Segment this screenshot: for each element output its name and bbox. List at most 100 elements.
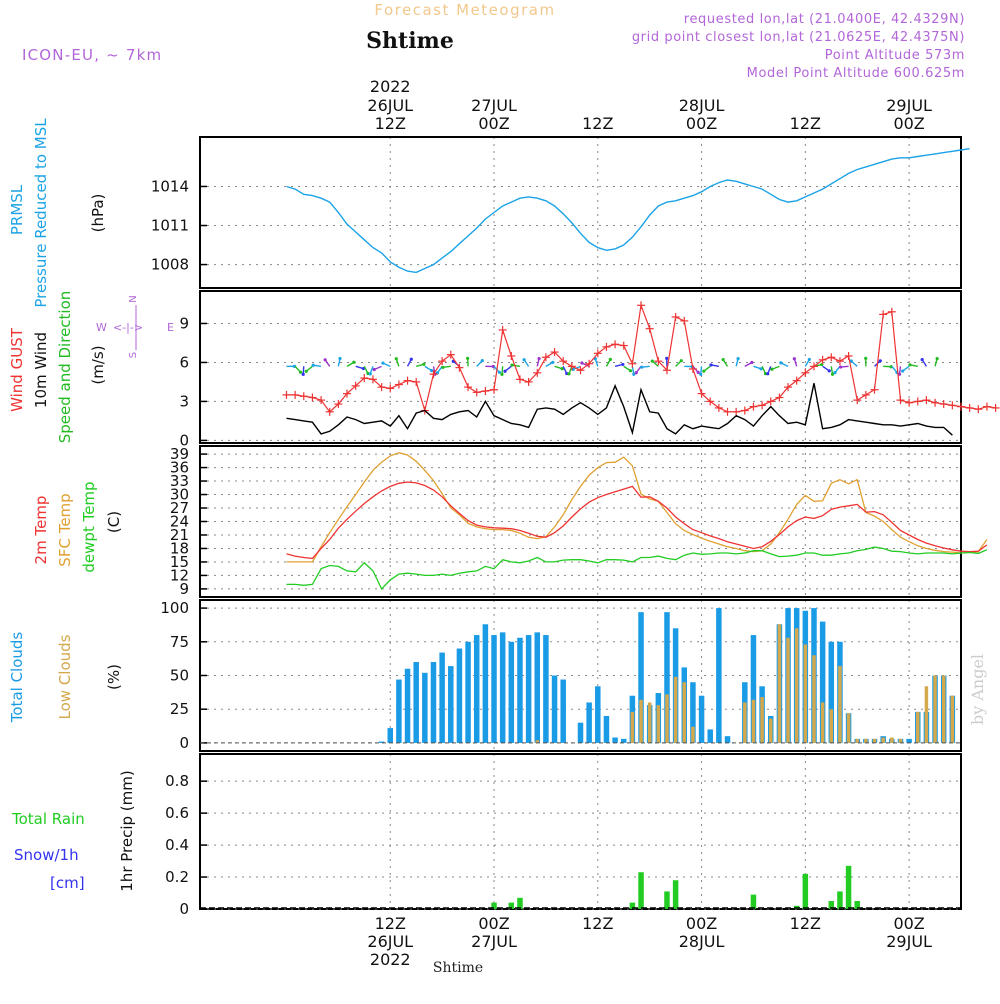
arrow-head	[640, 366, 643, 369]
low-cloud-bar	[899, 739, 903, 743]
y-tick-label: 6	[179, 353, 189, 371]
arrow-head	[879, 359, 882, 362]
wind-direction-arrow	[295, 366, 302, 373]
gust-marker	[758, 401, 766, 409]
footer-location: Shtime	[433, 960, 483, 976]
snow-label: Snow/1h	[14, 846, 79, 864]
gust-marker	[637, 301, 645, 309]
wind-direction-arrow	[709, 363, 718, 366]
wind-direction-arrow	[640, 366, 650, 369]
wind-direction-arrow	[779, 361, 788, 366]
total-cloud-bar	[707, 729, 713, 742]
arrow-head	[702, 370, 705, 373]
gust-label: Wind GUST	[8, 327, 26, 412]
wind-direction-arrow	[823, 366, 831, 372]
bottom-tick-label: 00Z	[478, 914, 509, 933]
low-cloud-bar	[881, 738, 885, 743]
arrow-head	[864, 357, 867, 360]
low-cloud-bar	[760, 697, 764, 743]
total-cloud-bar	[586, 702, 592, 742]
gust-marker	[732, 408, 740, 416]
arrow-head	[722, 358, 725, 361]
wind-direction-arrow	[485, 365, 495, 368]
wind-direction-arrow	[736, 357, 740, 366]
y-tick-label: 0.2	[165, 868, 189, 886]
bottom-tick-label: 00Z	[686, 914, 717, 933]
total-clouds-label: Total Clouds	[8, 632, 26, 724]
wind-direction-arrow	[286, 365, 296, 368]
wind-direction-arrow	[651, 360, 659, 367]
low-cloud-bar	[683, 682, 687, 743]
wind-direction-arrow	[901, 366, 909, 372]
low-cloud-bar	[795, 628, 799, 743]
total-cloud-bar	[413, 662, 419, 743]
total-cloud-bar	[906, 739, 912, 743]
point-altitude: Point Altitude 573m	[825, 48, 965, 63]
y-tick-label: 1011	[151, 217, 189, 235]
bottom-tick-label: 12Z	[790, 914, 821, 933]
bottom-tick-label: 29JUL	[886, 932, 932, 951]
arrow-head	[302, 373, 305, 376]
gust-marker	[300, 392, 308, 400]
wind-label: 10m Wind	[32, 332, 50, 408]
arrow-head	[770, 368, 773, 371]
low-cloud-bar	[639, 700, 643, 743]
arrow-head	[537, 357, 540, 360]
top-tick-label: 28JUL	[679, 96, 725, 115]
compass-east: E	[167, 321, 174, 334]
wind-direction-arrow	[793, 357, 797, 366]
y-tick-label: 75	[170, 633, 189, 651]
unit-label: (C)	[105, 511, 123, 533]
gust-marker	[853, 396, 861, 404]
wind-direction-arrow	[324, 358, 330, 366]
compass-north: N	[128, 295, 139, 302]
wind-direction-arrow	[594, 357, 598, 366]
gust-marker	[957, 403, 965, 411]
total-cloud-bar	[604, 716, 610, 743]
wind-direction-arrow	[425, 366, 433, 372]
low-cloud-bar	[830, 709, 834, 743]
gust-marker	[871, 386, 879, 394]
gust-marker	[507, 352, 515, 360]
low-cloud-bar	[769, 719, 773, 743]
low-cloud-bar	[838, 666, 842, 743]
low-cloud-bar	[804, 644, 808, 742]
gust-marker	[481, 387, 489, 395]
top-tick-label: 27JUL	[471, 96, 517, 115]
model-label: ICON-EU, ~ 7km	[22, 46, 162, 64]
total-cloud-bar	[535, 632, 541, 743]
pressure-line	[287, 149, 970, 273]
wind-direction-arrow	[745, 361, 754, 366]
low-cloud-bar	[674, 677, 678, 743]
rain-bar	[664, 891, 670, 909]
low-cloud-bar	[933, 676, 937, 743]
top-tick-label: 00Z	[686, 114, 717, 133]
gust-marker	[516, 375, 524, 383]
arrow-head	[908, 363, 911, 366]
low-cloud-bar	[855, 739, 859, 743]
total-cloud-bar	[388, 728, 394, 743]
low-cloud-bar	[752, 700, 756, 743]
arrow-head	[466, 357, 469, 360]
wind-direction-arrow	[632, 366, 635, 375]
wind-direction-arrow	[302, 366, 305, 376]
low-cloud-bar	[691, 727, 695, 743]
gust-marker	[395, 381, 403, 389]
low-cloud-bar	[743, 702, 747, 742]
gust-line	[287, 305, 996, 412]
arrow-head	[551, 361, 554, 364]
low-cloud-bar	[812, 655, 816, 743]
gust-marker	[914, 397, 922, 405]
wind-direction-arrow	[441, 366, 451, 369]
wind-direction-arrow	[766, 366, 771, 375]
arrow-head	[709, 363, 712, 366]
wind-direction-arrow	[347, 361, 355, 367]
gust-marker	[680, 317, 688, 325]
arrow-head	[498, 371, 501, 374]
gust-marker	[404, 377, 412, 385]
arrow-head	[609, 358, 612, 361]
arrow-head	[580, 361, 583, 364]
arrow-head	[369, 372, 372, 375]
arrow-head	[808, 358, 811, 361]
